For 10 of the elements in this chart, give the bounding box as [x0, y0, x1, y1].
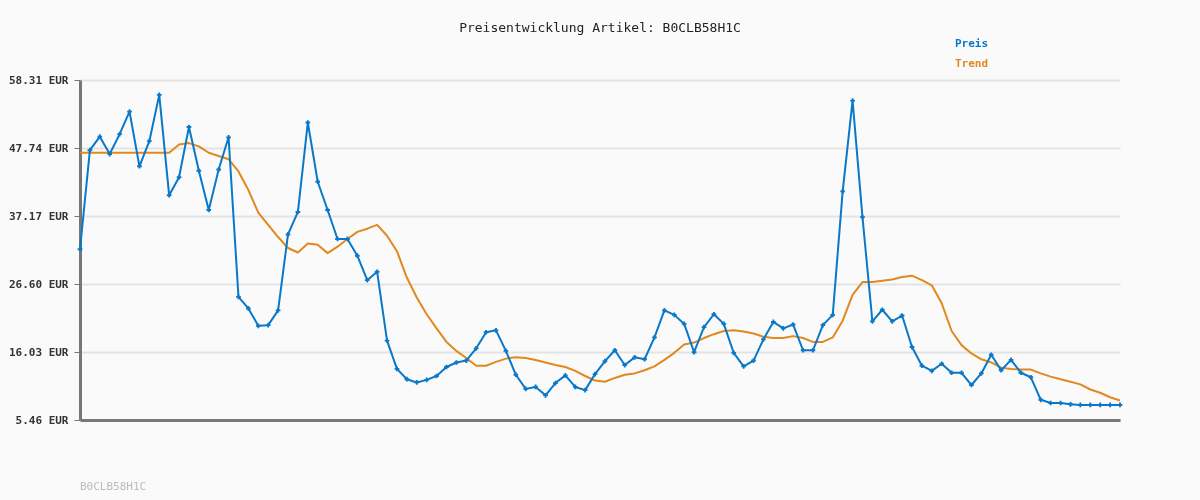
y-tick-label: 5.46 EUR	[15, 413, 69, 427]
y-tick-label: 47.74 EUR	[8, 141, 69, 155]
text: Trend	[955, 56, 989, 70]
text: B0CLB58H1C	[80, 480, 147, 493]
y-tick-label: 37.17 EUR	[8, 209, 69, 223]
text: Preis	[955, 36, 989, 50]
y-tick-label: 16.03 EUR	[8, 345, 69, 359]
y-tick-label: 58.31 EUR	[8, 73, 69, 87]
y-tick-label: 26.60 EUR	[8, 277, 69, 291]
chart-title: Preisentwicklung Artikel: B0CLB58H1C	[459, 20, 741, 35]
